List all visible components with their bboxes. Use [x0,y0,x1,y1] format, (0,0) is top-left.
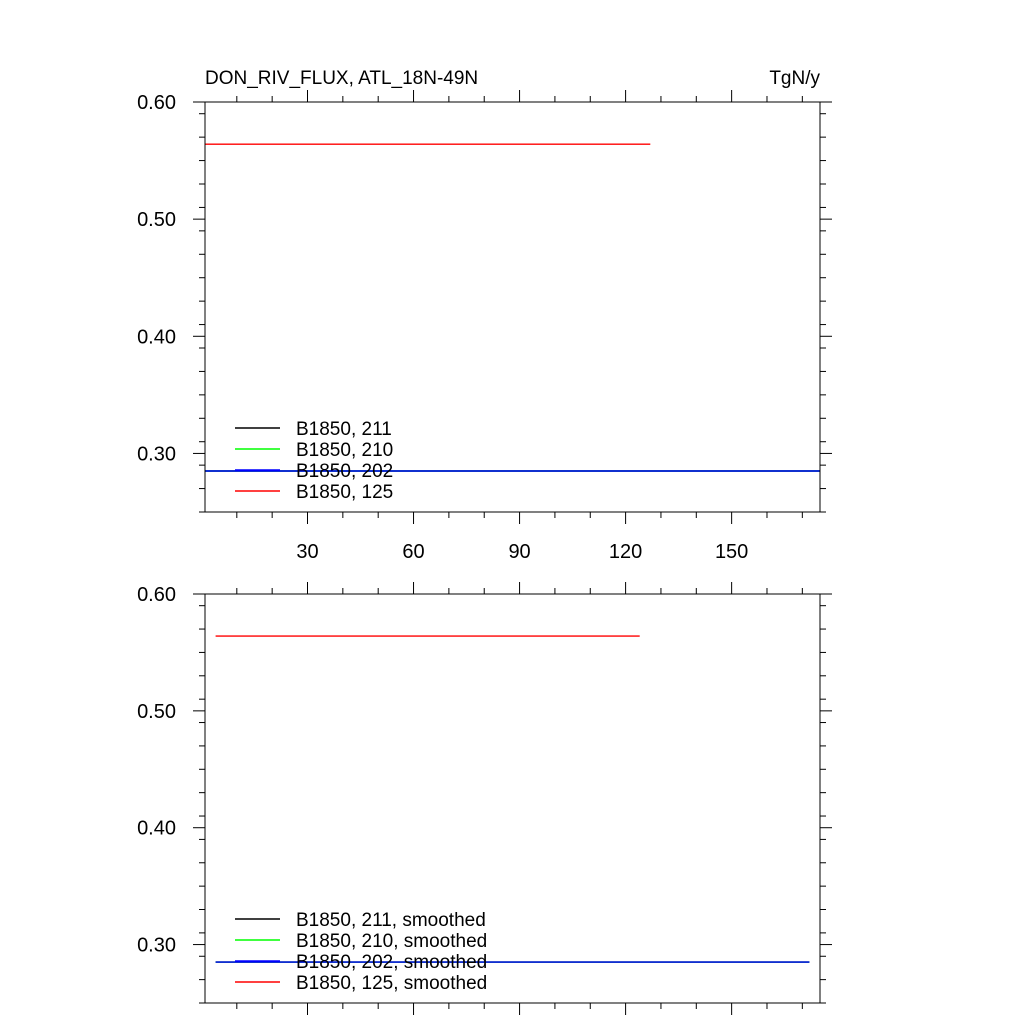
y-tick-label: 0.50 [137,701,176,723]
x-tick-label: 60 [402,541,424,563]
legend-label-0: B1850, 211 [296,419,392,440]
plot-frame [204,593,821,1004]
legend-label-1: B1850, 210 [296,440,393,461]
y-tick-label: 0.60 [137,92,176,114]
x-tick-label: 150 [715,541,748,563]
y-tick-label: 0.30 [137,443,176,465]
y-tick-label: 0.40 [137,326,176,348]
legend-label-0: B1850, 211, smoothed [296,910,486,931]
x-tick-label: 120 [609,541,642,563]
x-tick-label: 30 [296,541,318,563]
plot-frame [204,101,821,513]
y-tick-label: 0.30 [137,935,176,957]
chart-units: TgN/y [769,68,820,89]
y-tick-label: 0.40 [137,818,176,840]
legend-label-2: B1850, 202, smoothed [296,952,487,973]
legend-label-2: B1850, 202 [296,461,393,482]
legend-label-3: B1850, 125 [296,482,393,503]
x-tick-label: 90 [508,541,530,563]
chart-title: DON_RIV_FLUX, ATL_18N-49N [205,68,478,89]
top-panel: DON_RIV_FLUX, ATL_18N-49N TgN/y 0.60 0.50 0.… [137,68,832,563]
legend-label-3: B1850, 125, smoothed [296,973,487,994]
y-tick-label: 0.50 [137,209,176,231]
legend-label-1: B1850, 210, smoothed [296,931,487,952]
y-tick-label: 0.60 [137,584,176,606]
